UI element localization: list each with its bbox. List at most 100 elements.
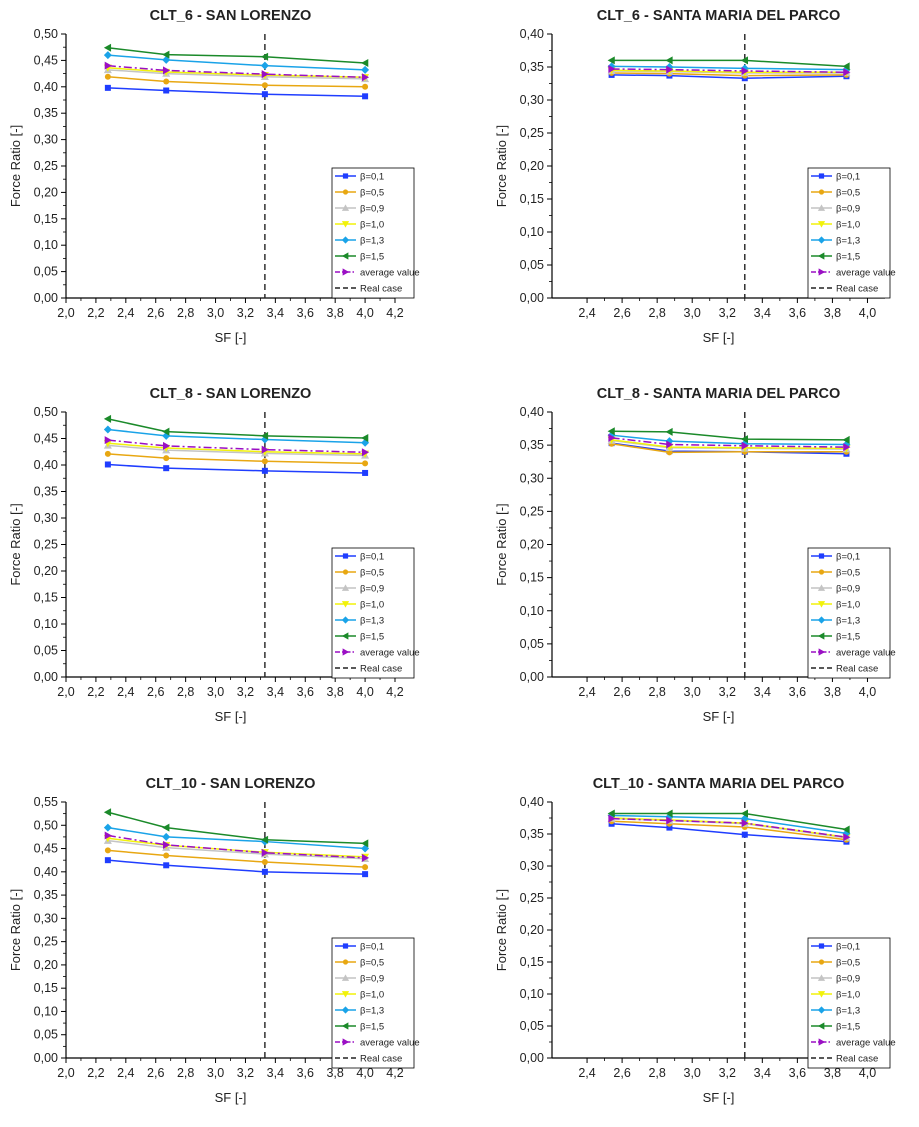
legend-marker [342, 959, 349, 965]
data-point [261, 859, 268, 866]
data-point [741, 66, 749, 75]
x-tick-label: 3,8 [326, 306, 343, 320]
x-tick-label: 3,8 [824, 1066, 841, 1080]
data-point [666, 816, 674, 825]
data-point [261, 868, 268, 875]
legend-marker [342, 1038, 350, 1046]
legend-marker [817, 584, 826, 591]
series-line [107, 444, 366, 457]
series-7 [104, 61, 370, 82]
y-tick-label: 0,25 [520, 126, 544, 140]
x-axis-label: SF [-] [703, 709, 735, 724]
y-tick-label: 0,30 [520, 93, 544, 107]
x-tick-label: 3,0 [207, 1066, 224, 1080]
data-point [163, 852, 170, 859]
x-tick-label: 3,2 [237, 306, 254, 320]
y-tick-label: 0,35 [34, 888, 58, 902]
y-tick-label: 0,15 [520, 955, 544, 969]
legend-marker [341, 991, 350, 998]
x-tick-label: 2,8 [177, 685, 194, 699]
legend-label: β=0,5 [836, 958, 860, 969]
legend-label: β=1,5 [836, 632, 860, 643]
y-tick-label: 0,20 [34, 958, 58, 972]
chart-title: CLT_10 - SAN LORENZO [146, 776, 316, 792]
data-point [361, 73, 370, 82]
legend-marker [817, 1006, 826, 1014]
legend-label: β=1,3 [360, 616, 384, 627]
chart-panel-6: 0,00 0,05 0,10 0,15 0,20 0,25 0,30 0,35 0,40 2,4 2… [494, 776, 896, 1105]
series-line [611, 68, 847, 74]
x-tick-label: 4,0 [356, 1066, 373, 1080]
legend-label: β=0,9 [360, 204, 384, 215]
legend-label: β=0,1 [836, 172, 860, 183]
y-tick-label: 0,15 [34, 981, 58, 995]
y-axis-label: Force Ratio [-] [8, 503, 23, 585]
legend: β=0,1 β=0,5 β=0,9 β=1,0 β=1,3 β=1,5 average va… [331, 167, 420, 299]
y-tick-label: 0,05 [34, 265, 58, 279]
data-point [163, 465, 170, 472]
y-tick-label: 0,35 [520, 438, 544, 452]
series-6 [103, 414, 369, 442]
legend-marker [342, 569, 349, 575]
legend: β=0,1 β=0,5 β=0,9 β=1,0 β=1,3 β=1,5 average va… [807, 547, 896, 679]
x-tick-label: 4,0 [356, 685, 373, 699]
series-line [107, 839, 366, 860]
y-tick-label: 0,35 [520, 827, 544, 841]
legend-label: β=1,5 [360, 1022, 384, 1033]
series-line [611, 817, 847, 838]
legend-label: Real case [360, 284, 402, 295]
series-line [107, 834, 366, 859]
y-tick-label: 0,30 [520, 471, 544, 485]
legend-marker [817, 204, 826, 211]
legend-label: Real case [836, 664, 878, 675]
data-point [162, 823, 170, 832]
data-point [103, 808, 112, 817]
x-tick-label: 2,8 [648, 1066, 665, 1080]
legend-label: β=1,0 [836, 600, 860, 611]
legend-marker [817, 221, 826, 228]
y-tick-label: 0,40 [34, 458, 58, 472]
y-tick-label: 0,20 [34, 185, 58, 199]
series-2 [104, 73, 369, 90]
legend-label: β=0,9 [836, 204, 860, 215]
series-line [611, 65, 847, 71]
data-point [608, 64, 616, 73]
data-point [740, 809, 748, 818]
legend-label: β=0,9 [360, 974, 384, 985]
x-tick-label: 2,8 [177, 306, 194, 320]
x-tick-label: 2,4 [117, 306, 134, 320]
data-point [665, 427, 673, 436]
legend-marker [342, 189, 349, 195]
x-tick-label: 4,0 [859, 685, 876, 699]
data-point [104, 84, 111, 91]
data-point [842, 62, 850, 71]
y-tick-label: 0,00 [34, 670, 58, 684]
x-tick-label: 4,2 [386, 306, 403, 320]
legend-label: β=0,1 [836, 942, 860, 953]
legend-marker [342, 553, 349, 559]
y-tick-label: 0,00 [520, 1051, 544, 1065]
series-line [611, 69, 847, 74]
data-point [362, 93, 369, 100]
data-point [741, 441, 749, 450]
legend-marker [818, 648, 826, 656]
x-tick-label: 2,4 [578, 306, 595, 320]
y-tick-label: 0,40 [34, 80, 58, 94]
data-point [740, 56, 748, 65]
y-tick-label: 0,25 [34, 538, 58, 552]
x-tick-label: 2,4 [578, 685, 595, 699]
series-6 [103, 808, 369, 848]
data-point [741, 819, 749, 828]
legend-label: average value [836, 648, 896, 659]
y-tick-label: 0,25 [34, 935, 58, 949]
data-point [260, 835, 269, 844]
x-tick-label: 2,4 [578, 1066, 595, 1080]
y-tick-label: 0,05 [520, 637, 544, 651]
data-point [740, 435, 748, 444]
data-point [104, 436, 112, 445]
x-tick-label: 2,6 [147, 306, 164, 320]
legend-label: β=0,1 [360, 172, 384, 183]
x-tick-label: 2,2 [87, 1066, 104, 1080]
y-tick-label: 0,45 [34, 842, 58, 856]
